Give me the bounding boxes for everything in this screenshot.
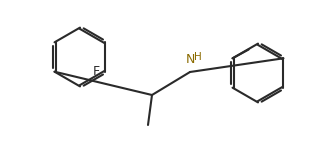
- Text: F: F: [92, 65, 99, 78]
- Text: N: N: [186, 53, 195, 66]
- Text: H: H: [194, 52, 202, 62]
